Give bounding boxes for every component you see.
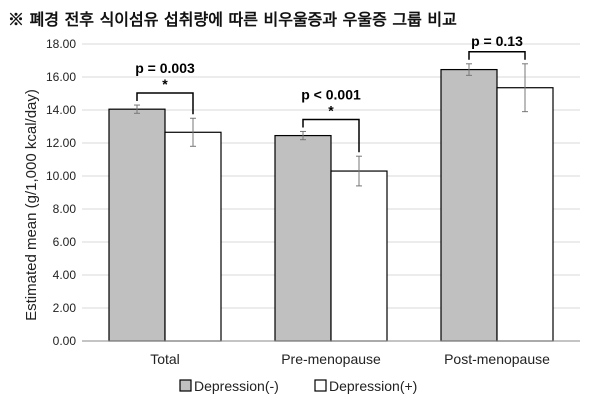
y-tick-label: 16.00 — [46, 70, 76, 84]
x-category-label: Pre-menopause — [281, 351, 381, 367]
p-value-label: p = 0.13 — [471, 33, 523, 49]
y-tick-label: 14.00 — [46, 103, 76, 117]
y-tick-label: 10.00 — [46, 169, 76, 183]
y-tick-label: 2.00 — [53, 301, 77, 315]
bar-depression-pos — [497, 88, 553, 341]
legend-swatch — [315, 380, 326, 391]
significance-bracket — [469, 52, 525, 60]
bar-depression-neg — [275, 136, 331, 341]
y-tick-label: 4.00 — [53, 268, 77, 282]
legend-swatch — [180, 380, 191, 391]
y-axis-ticks: 0.00 2.00 4.00 6.00 8.00 10.00 12.00 14.00 16.00… — [46, 37, 76, 348]
x-axis-categories: Total Pre-menopause Post-menopause — [150, 351, 550, 367]
x-category-label: Total — [150, 351, 180, 367]
legend: Depression(-) Depression(+) — [180, 378, 417, 394]
y-tick-label: 18.00 — [46, 37, 76, 51]
y-tick-label: 12.00 — [46, 136, 76, 150]
x-category-label: Post-menopause — [444, 351, 550, 367]
y-tick-label: 0.00 — [53, 334, 77, 348]
y-tick-label: 6.00 — [53, 235, 77, 249]
significance-star: * — [162, 76, 168, 92]
bar-depression-neg — [441, 70, 497, 341]
y-tick-label: 8.00 — [53, 202, 77, 216]
y-axis-label: Estimated mean (g/1,000 kcal/day) — [23, 89, 40, 321]
bar-depression-pos — [331, 171, 387, 341]
significance-star: * — [328, 102, 334, 118]
bar-depression-neg — [109, 109, 165, 341]
p-value-label: p < 0.001 — [301, 86, 361, 102]
p-value-label: p = 0.003 — [135, 60, 195, 76]
legend-label: Depression(+) — [329, 378, 417, 394]
chart-title: ※ 폐경 전후 식이섬유 섭취량에 따른 비우울증과 우울증 그룹 비교 — [8, 10, 457, 29]
legend-label: Depression(-) — [194, 378, 279, 394]
bar-depression-pos — [165, 132, 221, 341]
